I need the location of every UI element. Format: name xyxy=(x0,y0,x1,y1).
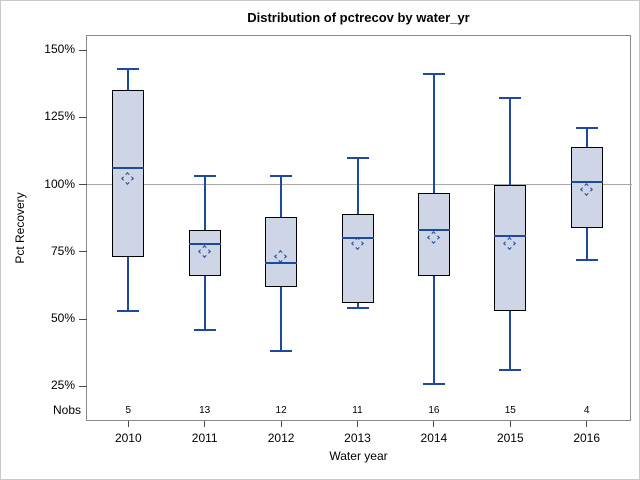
y-axis-tick-label: 150% xyxy=(44,42,75,56)
y-axis-tick xyxy=(79,49,87,51)
median-line-2016 xyxy=(570,180,603,183)
y-axis-tick xyxy=(79,385,87,387)
whisker-cap-low-2014 xyxy=(422,382,445,385)
whisker-cap-high-2015 xyxy=(499,97,522,100)
y-axis-tick-label: 100% xyxy=(44,176,75,191)
box-2015 xyxy=(494,184,527,311)
y-axis-tick xyxy=(79,184,87,186)
box-2010 xyxy=(112,90,145,258)
whisker-cap-high-2012 xyxy=(270,175,293,178)
x-axis-tick-2012 xyxy=(280,421,282,427)
whisker-cap-low-2012 xyxy=(270,350,293,353)
box-2013 xyxy=(341,214,374,303)
median-line-2014 xyxy=(417,229,450,232)
x-axis-tick-2015 xyxy=(509,421,511,427)
whisker-cap-high-2016 xyxy=(575,127,598,130)
chart-title: Distribution of pctrecov by water_yr xyxy=(247,10,470,25)
x-axis-tick-label-2016: 2016 xyxy=(573,431,601,445)
x-axis-tick-2011 xyxy=(204,421,206,427)
box-2011 xyxy=(188,230,221,276)
x-axis-tick-label-2014: 2014 xyxy=(420,431,448,445)
x-axis-tick-2010 xyxy=(127,421,129,427)
reference-line-100 xyxy=(87,184,632,186)
whisker-cap-high-2010 xyxy=(117,67,140,70)
nobs-value-2015: 15 xyxy=(504,405,516,416)
nobs-value-2010: 5 xyxy=(125,405,132,416)
whisker-cap-high-2013 xyxy=(346,156,369,159)
median-line-2015 xyxy=(494,234,527,237)
box-2016 xyxy=(570,146,603,228)
whisker-cap-low-2013 xyxy=(346,307,369,310)
x-axis-tick-2016 xyxy=(586,421,588,427)
y-axis-tick-label: 75% xyxy=(50,243,75,258)
x-axis-tick-label-2015: 2015 xyxy=(496,431,524,445)
y-axis-tick-label: 25% xyxy=(50,378,75,393)
nobs-value-2012: 12 xyxy=(275,405,287,416)
x-axis-tick-2013 xyxy=(357,421,358,427)
nobs-value-2013: 11 xyxy=(352,405,363,416)
median-line-2010 xyxy=(112,167,145,170)
box-2012 xyxy=(265,216,298,287)
nobs-row-label: Nobs xyxy=(52,403,81,417)
y-axis-tick-label: 125% xyxy=(44,109,75,124)
x-axis-tick-label-2012: 2012 xyxy=(267,431,295,445)
x-axis-title: Water year xyxy=(329,449,388,463)
median-line-2012 xyxy=(265,261,298,264)
box-2014 xyxy=(417,192,450,276)
whisker-cap-low-2010 xyxy=(117,309,140,312)
nobs-value-2014: 16 xyxy=(428,405,440,416)
plot-area: 150% 125% 100% 75% 50% 25% 5 2010 13 2011 12 2012 11… xyxy=(44,35,632,445)
whisker-cap-low-2011 xyxy=(193,328,216,331)
x-axis-tick-2014 xyxy=(433,421,435,427)
whisker-cap-low-2016 xyxy=(575,258,598,261)
x-axis-tick-label-2011: 2011 xyxy=(191,431,218,445)
whisker-cap-high-2011 xyxy=(193,175,216,178)
y-axis-tick xyxy=(79,318,87,320)
y-axis-tick-label: 50% xyxy=(50,311,75,326)
nobs-value-2016: 4 xyxy=(583,405,590,416)
nobs-value-2011: 13 xyxy=(199,405,211,416)
median-line-2013 xyxy=(341,237,374,240)
y-axis-tick xyxy=(79,116,87,118)
x-axis-tick-label-2013: 2013 xyxy=(344,431,371,445)
median-line-2011 xyxy=(188,242,221,245)
x-axis-tick-label-2010: 2010 xyxy=(114,431,142,445)
y-axis-tick xyxy=(79,251,87,253)
whisker-cap-high-2014 xyxy=(422,73,445,76)
whisker-cap-low-2015 xyxy=(499,369,522,372)
